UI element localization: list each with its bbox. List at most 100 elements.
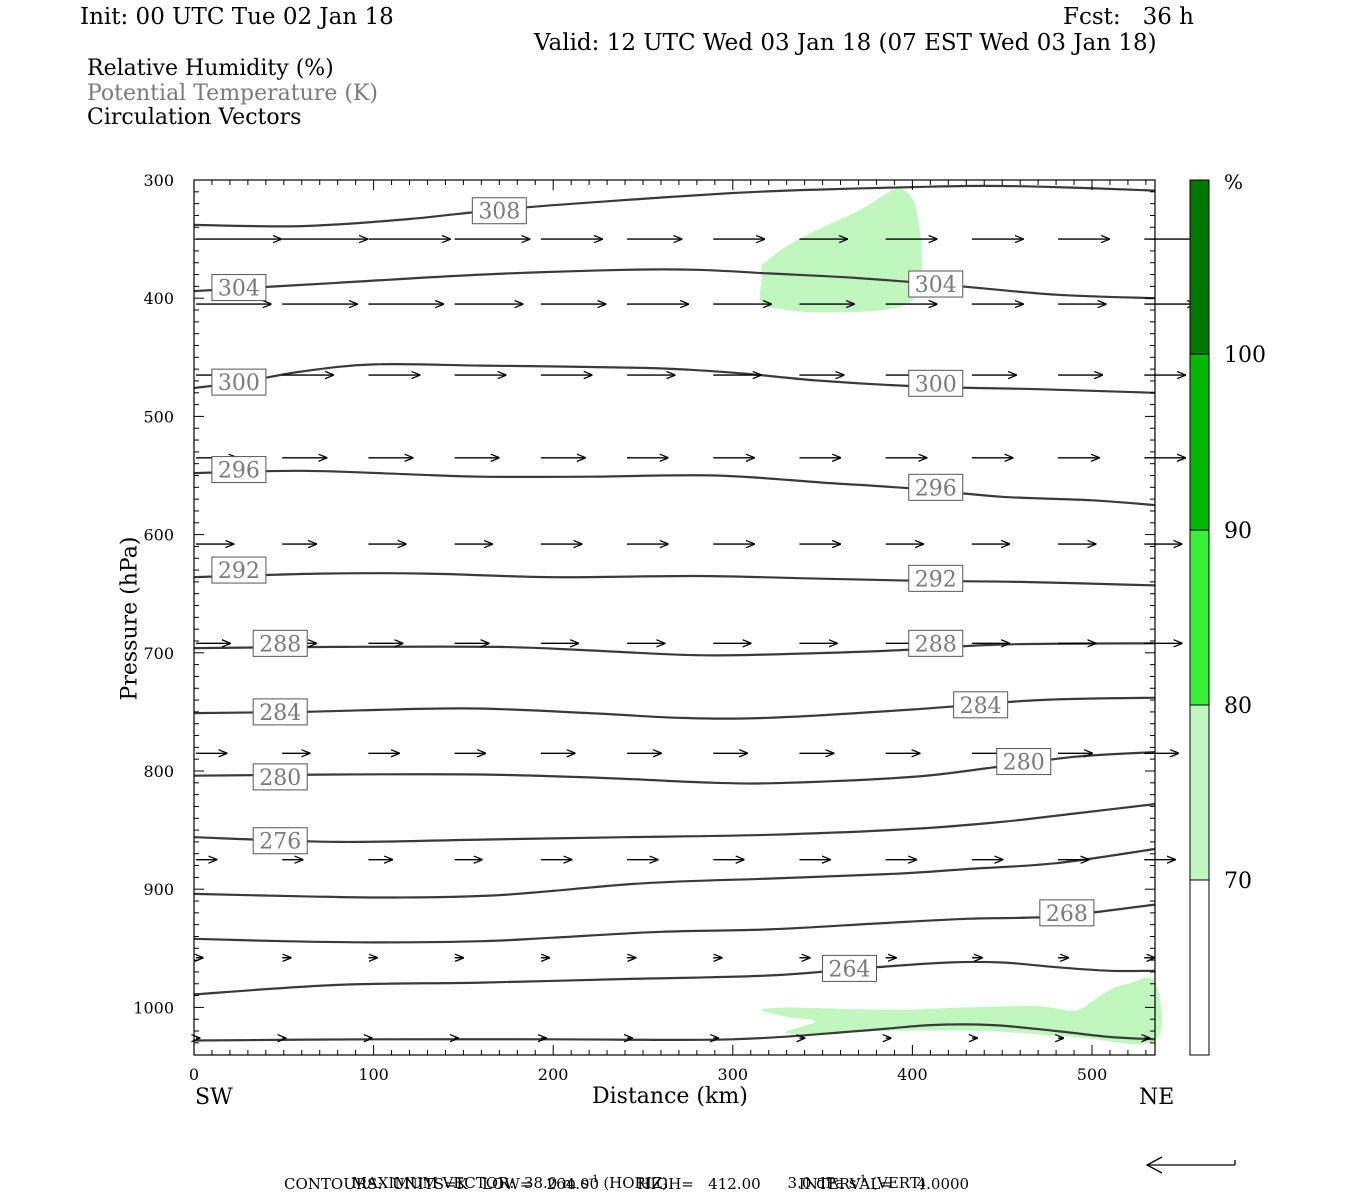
max-vector-note: MAXIMUM VECTOR: 38.0 m s-1 (HORIZ) <box>342 1156 669 1192</box>
theta-label-box <box>211 274 267 302</box>
theta-label-text: 280 <box>259 766 301 791</box>
theta-label-264: 264 <box>822 954 878 982</box>
theta-contour-272 <box>193 847 1156 899</box>
theta-label-text: 284 <box>960 694 1002 719</box>
colorbar-segment <box>1189 353 1210 531</box>
y-tick-label: 400 <box>143 289 174 308</box>
y-tick-label: 900 <box>143 880 174 899</box>
vert-exponent: -1 <box>856 1174 867 1185</box>
theta-label-box <box>211 556 267 584</box>
y-tick-label: 300 <box>143 171 174 190</box>
theta-label-296: 296 <box>211 456 267 484</box>
theta-label-box <box>211 456 267 484</box>
theta-contour-264 <box>193 960 1155 996</box>
theta-label-box <box>1039 899 1095 927</box>
theta-label-296: 296 <box>908 473 964 501</box>
theta-contour-304 <box>193 268 1155 300</box>
theta-contour-292 <box>193 572 1155 587</box>
max-vector-horiz-text: MAXIMUM VECTOR: 38.0 m s <box>351 1174 589 1192</box>
max-vector-vert-note: 3.0 dPa s-1 (VERT) <box>778 1156 926 1192</box>
theta-label-308: 308 <box>471 197 527 225</box>
theta-label-268: 268 <box>1039 899 1095 927</box>
x-tick-label: 200 <box>538 1065 569 1084</box>
x-tick-label: 400 <box>897 1065 928 1084</box>
theta-label-text: 284 <box>259 701 301 726</box>
theta-label-box <box>996 748 1052 776</box>
theta-label-text: 292 <box>915 567 957 592</box>
colorbar-segment <box>1189 704 1210 881</box>
theta-label-280: 280 <box>252 763 308 791</box>
y-axis-label: Pressure (hPa) <box>117 536 143 701</box>
theta-label-text: 264 <box>829 957 871 982</box>
x-right-end-label: NE <box>1139 1085 1175 1110</box>
theta-label-288: 288 <box>908 629 964 657</box>
y-tick-label: 700 <box>143 644 174 663</box>
axes: 300 400 500 600 700 800 900 1000 0 100 200 300 400 50… <box>133 171 1156 1084</box>
y-tick-label: 1000 <box>133 998 174 1017</box>
theta-label-box <box>822 954 878 982</box>
horiz-tag: (HORIZ) <box>603 1174 669 1192</box>
theta-label-text: 292 <box>218 559 260 584</box>
theta-label-box <box>252 763 308 791</box>
theta-label-text: 276 <box>259 830 301 855</box>
theta-label-280: 280 <box>996 748 1052 776</box>
colorbar-unit: % <box>1224 170 1243 194</box>
circulation-vectors <box>196 239 1199 1038</box>
forecast-hour: Fcst: 36 h <box>1063 4 1194 30</box>
field-label-theta: Potential Temperature (K) <box>87 81 378 106</box>
theta-label-292: 292 <box>908 564 964 592</box>
theta-label-text: 300 <box>915 372 957 397</box>
theta-label-box <box>908 369 964 397</box>
colorbar-segment <box>1189 529 1210 706</box>
theta-label-box <box>252 698 308 726</box>
theta-label-288: 288 <box>252 629 308 657</box>
theta-contour-268 <box>193 903 1156 944</box>
theta-label-box <box>908 629 964 657</box>
theta-label-text: 304 <box>218 277 260 302</box>
theta-label-284: 284 <box>953 691 1009 719</box>
colorbar-level-label: 80 <box>1224 694 1252 719</box>
humidity-shading <box>759 188 1162 1045</box>
x-tick-label: 0 <box>189 1065 199 1084</box>
x-axis-label: Distance (km) <box>592 1084 748 1109</box>
x-tick-label: 300 <box>718 1065 749 1084</box>
theta-label-box <box>252 629 308 657</box>
colorbar-level-label: 70 <box>1224 869 1252 894</box>
y-tick-label: 500 <box>143 407 174 426</box>
colorbar-level-label: 90 <box>1224 519 1252 544</box>
theta-label-text: 296 <box>915 476 957 501</box>
contours-note: CONTOURS: UNITS=K LOW= 264.00 HIGH= 412.… <box>284 1175 970 1193</box>
theta-label-box <box>471 197 527 225</box>
theta-label-304: 304 <box>211 274 267 302</box>
reference-vector-arrow <box>1145 1156 1236 1174</box>
theta-label-304: 304 <box>908 270 964 298</box>
theta-label-300: 300 <box>908 369 964 397</box>
colorbar-segment <box>1189 179 1210 355</box>
theta-label-text: 300 <box>218 371 260 396</box>
y-tick-label: 800 <box>143 762 174 781</box>
theta-label-text: 288 <box>915 632 957 657</box>
theta-contour-300 <box>193 362 1155 394</box>
plot-frame <box>193 179 1156 1056</box>
theta-contours <box>193 184 1156 1042</box>
theta-label-text: 268 <box>1046 902 1088 927</box>
max-vector-vert-text: 3.0 dPa s <box>787 1174 857 1192</box>
field-label-rh: Relative Humidity (%) <box>87 56 334 81</box>
colorbar-level-label: 100 <box>1224 343 1266 368</box>
theta-label-box <box>252 827 308 855</box>
field-label-vectors: Circulation Vectors <box>87 105 302 130</box>
theta-label-box <box>953 691 1009 719</box>
theta-label-292: 292 <box>211 556 267 584</box>
theta-label-300: 300 <box>211 368 267 396</box>
theta-contour-296 <box>193 469 1155 507</box>
theta-contour-288 <box>193 642 1155 657</box>
theta-label-text: 304 <box>915 273 957 298</box>
theta-label-box <box>908 270 964 298</box>
theta-label-box <box>211 368 267 396</box>
theta-label-text: 308 <box>478 200 520 225</box>
colorbar: 70 80 90 100% <box>1189 170 1266 1056</box>
horiz-exponent: -1 <box>588 1174 599 1185</box>
theta-label-text: 288 <box>259 632 301 657</box>
theta-contour-284 <box>193 696 1155 720</box>
